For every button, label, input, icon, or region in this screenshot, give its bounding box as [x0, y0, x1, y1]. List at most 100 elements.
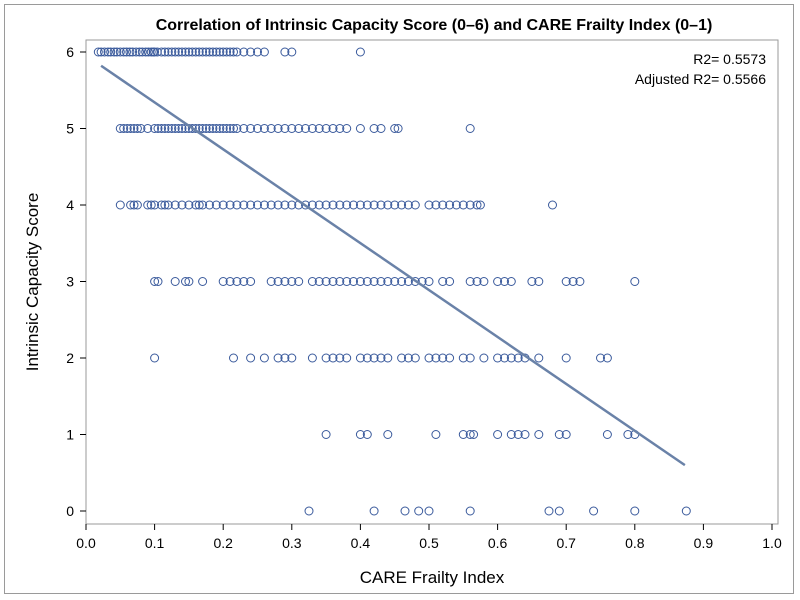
x-tick-label: 0.7 [556, 535, 576, 551]
data-point [376, 200, 386, 210]
data-point [198, 124, 208, 133]
chart-title: Correlation of Intrinsic Capacity Score … [156, 17, 713, 34]
data-point [307, 277, 317, 286]
data-point [596, 353, 605, 363]
data-point [218, 277, 228, 286]
data-point [246, 124, 256, 133]
data-point [137, 47, 147, 57]
data-point [301, 124, 310, 133]
data-point [328, 353, 338, 363]
y-tick-label: 0 [66, 503, 74, 519]
data-point [150, 124, 160, 133]
x-tick-label: 0.8 [625, 535, 645, 551]
data-point [253, 200, 262, 210]
data-point [119, 47, 129, 57]
data-point [157, 124, 166, 133]
data-point [321, 430, 331, 439]
data-point [184, 277, 194, 286]
data-point [239, 200, 249, 210]
data-point [280, 124, 290, 133]
data-point [106, 47, 116, 57]
data-point [128, 47, 138, 57]
data-point [410, 277, 420, 286]
data-point [222, 124, 232, 133]
data-point [445, 200, 455, 210]
data-point [451, 200, 461, 210]
data-point [465, 124, 475, 133]
data-point [390, 124, 400, 133]
data-point [187, 47, 197, 57]
data-point [397, 200, 407, 210]
data-point [321, 277, 331, 286]
data-point [246, 200, 256, 210]
data-point [246, 47, 256, 57]
data-point [424, 506, 434, 516]
data-point [211, 200, 221, 210]
data-point [554, 506, 564, 516]
data-point [301, 200, 310, 210]
y-tick-label: 5 [66, 121, 74, 137]
data-point [177, 124, 187, 133]
data-point [465, 430, 475, 439]
data-point [131, 47, 141, 57]
data-point [132, 200, 142, 210]
data-point [362, 430, 372, 439]
data-point [328, 200, 338, 210]
data-point [115, 47, 125, 57]
data-point [527, 277, 537, 286]
data-point [150, 47, 160, 57]
data-point [355, 200, 365, 210]
data-point [493, 430, 503, 439]
data-point [170, 124, 180, 133]
data-point [414, 506, 424, 516]
data-point [208, 47, 218, 57]
data-point [458, 200, 468, 210]
data-point [146, 200, 156, 210]
data-point [561, 277, 571, 286]
data-point [170, 47, 180, 57]
data-point [342, 124, 352, 133]
data-point [225, 47, 235, 57]
data-point [506, 277, 516, 286]
data-point [225, 124, 235, 133]
data-point [246, 277, 256, 286]
data-point [129, 200, 139, 210]
data-point [400, 506, 410, 516]
y-tick-label: 1 [66, 427, 74, 443]
data-point [321, 124, 331, 133]
data-point [403, 200, 413, 210]
adjusted-r2-annotation: Adjusted R2= 0.5566 [635, 71, 766, 87]
data-point [122, 124, 132, 133]
data-point [143, 200, 153, 210]
data-point [287, 353, 297, 363]
data-point [465, 277, 475, 286]
data-point [534, 430, 544, 439]
data-point [211, 47, 221, 57]
data-point [424, 353, 434, 363]
x-tick-label: 0.1 [145, 535, 165, 551]
data-point [184, 47, 194, 57]
data-point [335, 200, 345, 210]
data-point [369, 506, 379, 516]
data-point [273, 200, 283, 210]
data-point [225, 277, 235, 286]
data-point [438, 353, 448, 363]
data-point [115, 200, 125, 210]
data-point [246, 353, 256, 363]
data-point [167, 47, 177, 57]
x-axis: 0.0 0.1 0.2 0.3 0.4 0.5 0.6 0.7 0.8 0.9 1.0 [76, 524, 782, 551]
data-point [170, 200, 180, 210]
data-point [342, 353, 352, 363]
data-point [424, 277, 434, 286]
data-point [232, 277, 242, 286]
data-point [273, 124, 283, 133]
data-point [194, 200, 204, 210]
data-point [355, 47, 365, 57]
data-point [513, 353, 523, 363]
data-point [410, 200, 420, 210]
data-point [93, 47, 103, 57]
data-point [126, 200, 136, 210]
data-point [397, 353, 407, 363]
data-point [431, 430, 441, 439]
